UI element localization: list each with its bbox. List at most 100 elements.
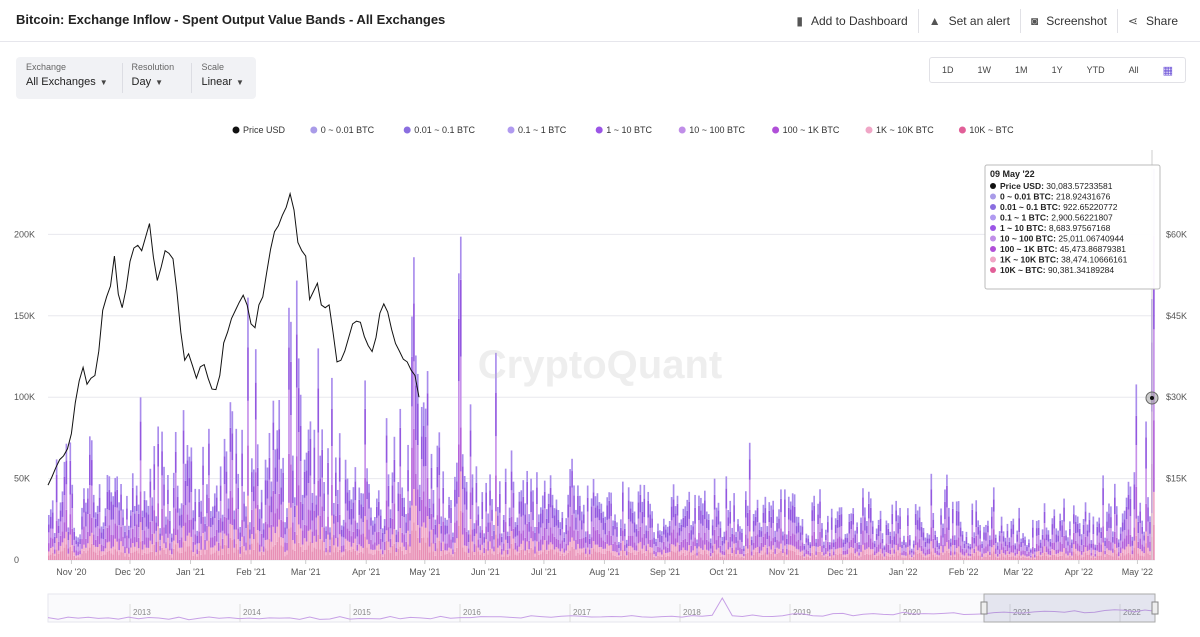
- inflow-bar-segment: [333, 523, 335, 536]
- screenshot-button[interactable]: ◙ Screenshot: [1019, 9, 1117, 33]
- range-ytd-button[interactable]: YTD: [1086, 65, 1105, 75]
- share-button[interactable]: ⋖ Share: [1116, 9, 1188, 33]
- inflow-bar-segment: [612, 555, 614, 560]
- inflow-bar-segment: [588, 538, 591, 545]
- inflow-bar-segment: [206, 513, 208, 526]
- tooltip-series-name: Price USD:: [1000, 181, 1046, 191]
- inflow-bar-segment: [1082, 556, 1085, 560]
- inflow-bar-segment: [1100, 538, 1102, 545]
- inflow-bar-segment: [135, 542, 138, 551]
- inflow-bar-segment: [461, 454, 464, 467]
- inflow-bar-segment: [538, 514, 540, 523]
- tooltip-row: 1K ~ 10K BTC: 38,474.10666161: [1000, 255, 1128, 265]
- exchange-select[interactable]: Exchange All Exchanges ▼: [16, 57, 122, 99]
- inflow-bar-segment: [692, 554, 694, 560]
- inflow-bar-segment: [254, 472, 257, 509]
- resolution-select[interactable]: Resolution Day ▼: [121, 57, 192, 99]
- inflow-bar-segment: [1008, 547, 1011, 552]
- inflow-bar-segment: [336, 537, 339, 547]
- inflow-bar-segment: [204, 531, 206, 540]
- inflow-bar-segment: [241, 545, 243, 560]
- set-alert-label: Set an alert: [948, 14, 1010, 28]
- inflow-bar-segment: [1045, 527, 1048, 535]
- inflow-bar-segment: [772, 509, 774, 524]
- inflow-bar-segment: [1096, 544, 1099, 551]
- inflow-bar-segment: [688, 491, 691, 502]
- range-1d-button[interactable]: 1D: [942, 65, 954, 75]
- inflow-bar-segment: [881, 556, 884, 560]
- inflow-bar-segment: [376, 498, 378, 507]
- range-1m-button[interactable]: 1M: [1015, 65, 1028, 75]
- inflow-bar-segment: [1080, 554, 1083, 558]
- inflow-bar-segment: [217, 519, 220, 533]
- inflow-bar-segment: [327, 462, 329, 495]
- inflow-bar-segment: [1149, 551, 1151, 555]
- inflow-bar-segment: [1147, 535, 1149, 548]
- inflow-bar-segment: [909, 539, 911, 546]
- range-all-button[interactable]: All: [1128, 65, 1139, 75]
- inflow-bar-segment: [139, 421, 142, 461]
- inflow-bar-segment: [212, 547, 214, 554]
- inflow-bar-segment: [379, 553, 382, 560]
- inflow-bar-segment: [169, 554, 171, 560]
- inflow-bar-segment: [301, 494, 304, 505]
- inflow-bar-segment: [789, 520, 792, 536]
- inflow-bar-segment: [520, 543, 523, 550]
- inflow-bar-segment: [356, 522, 359, 529]
- inflow-bar-segment: [1088, 543, 1091, 550]
- scale-select[interactable]: Scale Linear ▼: [191, 57, 256, 99]
- inflow-bar-segment: [225, 451, 228, 472]
- range-navigator[interactable]: 2013 2014 2015 2016 2017 2018 2019 2020 2021 2022: [47, 593, 1159, 623]
- inflow-bar-segment: [760, 542, 763, 551]
- inflow-bar-segment: [887, 528, 890, 536]
- inflow-bar-segment: [1006, 544, 1009, 552]
- inflow-bar-segment: [547, 544, 550, 551]
- inflow-bar-segment: [975, 500, 978, 512]
- inflow-bar-segment: [809, 548, 812, 554]
- inflow-bar-segment: [606, 497, 609, 506]
- inflow-bar-segment: [1030, 557, 1032, 559]
- inflow-bar-segment: [130, 515, 132, 528]
- inflow-bar-segment: [180, 537, 183, 548]
- inflow-bar-segment: [243, 546, 245, 553]
- set-alert-button[interactable]: ▲ Set an alert: [917, 9, 1020, 33]
- tooltip-box: [984, 164, 1161, 290]
- inflow-bar-segment: [497, 515, 499, 526]
- calendar-icon[interactable]: ▦: [1162, 64, 1173, 77]
- inflow-bar-segment: [543, 527, 546, 541]
- inflow-bar-segment: [247, 400, 249, 446]
- inflow-bar-segment: [979, 538, 981, 545]
- inflow-bar-segment: [787, 544, 790, 551]
- inflow-bar-segment: [793, 534, 796, 547]
- inflow-bar-segment: [760, 531, 763, 537]
- inflow-bar-segment: [1145, 468, 1147, 504]
- add-to-dashboard-button[interactable]: ▮ Add to Dashboard: [786, 9, 917, 33]
- inflow-bar-segment: [94, 546, 97, 553]
- inflow-bar-segment: [731, 527, 733, 534]
- inflow-bar-segment: [518, 546, 521, 553]
- inflow-bar-segment: [278, 429, 281, 460]
- inflow-bar-segment: [1047, 548, 1050, 555]
- inflow-bar-segment: [959, 521, 962, 528]
- inflow-bar-segment: [504, 481, 507, 505]
- inflow-bar-segment: [471, 541, 474, 552]
- inflow-bar-segment: [456, 547, 458, 560]
- inflow-bar-segment: [1010, 528, 1013, 538]
- inflow-bar-segment: [278, 459, 281, 494]
- inflow-bar-segment: [212, 537, 214, 548]
- inflow-bar-segment: [885, 520, 888, 525]
- inflow-bar-segment: [756, 499, 759, 508]
- inflow-bar-segment: [721, 556, 724, 560]
- inflow-bar-segment: [352, 502, 355, 519]
- inflow-bar-segment: [889, 535, 892, 544]
- inflow-bar-segment: [102, 551, 105, 556]
- inflow-bar-segment: [805, 533, 808, 539]
- inflow-bar-segment: [55, 459, 58, 475]
- inflow-bar-segment: [358, 514, 361, 530]
- inflow-bar-segment: [834, 541, 837, 550]
- inflow-bar-segment: [407, 491, 409, 514]
- range-1w-button[interactable]: 1W: [977, 65, 992, 75]
- inflow-bar-segment: [456, 481, 458, 504]
- range-1y-button[interactable]: 1Y: [1051, 65, 1063, 75]
- inflow-bar-segment: [145, 526, 148, 538]
